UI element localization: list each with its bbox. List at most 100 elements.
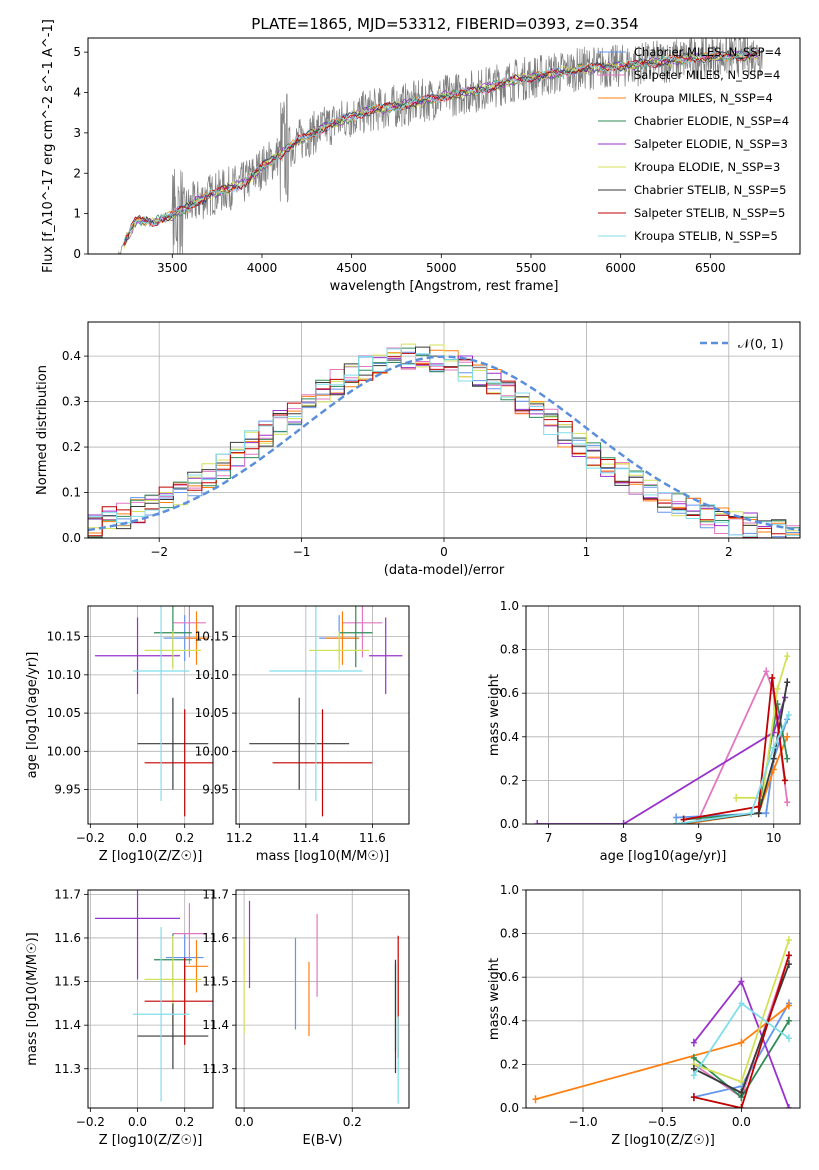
y-tick-label: 0.2: [62, 440, 81, 454]
y-tick-label: 10.00: [195, 744, 229, 758]
legend-entry: Chabrier STELIB, N_SSP=5: [634, 183, 786, 197]
y-tick-label: 11.4: [202, 1018, 229, 1032]
y-tick-label: 10.10: [195, 668, 229, 682]
weight-line-4: [683, 703, 789, 821]
x-tick-label: 5000: [426, 261, 457, 275]
legend-entry: Kroupa MILES, N_SSP=4: [634, 91, 773, 105]
y-tick-label: 11.6: [54, 931, 81, 945]
x-axis-label: age [log10(age/yr)]: [600, 849, 727, 864]
x-tick-label: 1: [583, 545, 591, 559]
y-tick-label: 11.3: [202, 1062, 229, 1076]
y-tick-label: 0.1: [62, 486, 81, 500]
histogram-8: [88, 352, 800, 538]
y-tick-label: 0.3: [62, 395, 81, 409]
weight-point: [774, 684, 781, 693]
weight-point: [738, 1077, 745, 1086]
plot-frame: [87, 889, 214, 1109]
y-tick-label: 0.0: [500, 1101, 519, 1115]
legend-entry: Kroupa ELODIE, N_SSP=3: [634, 160, 780, 174]
weight-point: [690, 1093, 697, 1102]
legend-entry: Salpeter STELIB, N_SSP=5: [634, 206, 785, 220]
weight-point: [770, 743, 777, 752]
x-tick-label: 9: [695, 831, 703, 845]
model-line-7: [123, 49, 760, 246]
x-tick-label: 7: [545, 831, 553, 845]
plot-area: [95, 606, 213, 817]
y-tick-label: 11.7: [202, 887, 229, 901]
legend-entry: Chabrier ELODIE, N_SSP=4: [634, 114, 789, 128]
weight-point: [785, 1104, 792, 1108]
y-tick-label: 0.4: [500, 730, 519, 744]
y-tick-label: 0.2: [500, 773, 519, 787]
x-tick-label: −0.5: [648, 1115, 677, 1129]
model-line-6: [123, 50, 760, 249]
weight-line-8: [683, 677, 786, 821]
plot-area: [243, 900, 399, 1104]
y-tick-label: 0.2: [500, 1057, 519, 1071]
weight-point: [738, 977, 745, 986]
weight-point: [785, 1016, 792, 1025]
mass-vs-ebv-panel: 0.0 0.2 11.3 11.4 11.5 11.6 11.7 E(B-V): [202, 887, 410, 1148]
x-tick-label: 0.0: [235, 1115, 254, 1129]
x-tick-label: 10: [766, 831, 781, 845]
y-tick-label: 11.3: [54, 1062, 81, 1076]
normal-curve: [88, 355, 800, 532]
y-tick-label: 5: [73, 45, 81, 59]
x-tick-label: 6500: [695, 261, 726, 275]
weight-point: [748, 809, 755, 818]
weight-point: [785, 1001, 792, 1010]
x-tick-label: 11.4: [293, 831, 320, 845]
x-axis-label: Z [log10(Z/Z☉)]: [99, 1133, 203, 1148]
legend-entry: Kroupa STELIB, N_SSP=5: [634, 229, 778, 243]
y-tick-label: 0.6: [500, 686, 519, 700]
x-tick-label: −1: [293, 545, 311, 559]
y-tick-label: 3: [73, 126, 81, 140]
weight-point: [785, 936, 792, 945]
plot-frame: [525, 889, 801, 1109]
y-axis-label: Flux [f_λ10^-17 erg cm^-2 s^-1 A^-1]: [41, 19, 56, 273]
x-tick-label: −1.0: [568, 1115, 597, 1129]
x-tick-label: 5500: [516, 261, 547, 275]
x-axis-label: (data-model)/error: [384, 563, 505, 578]
model-line-9: [123, 48, 760, 243]
weight-line-8: [693, 955, 790, 1108]
x-tick-label: 4500: [336, 261, 367, 275]
weight-point: [785, 1034, 792, 1043]
histogram-9: [88, 348, 800, 537]
x-tick-label: −0.2: [76, 831, 105, 845]
weight-point: [781, 776, 788, 785]
plot-frame: [235, 889, 410, 1109]
legend-entry: Salpeter ELODIE, N_SSP=3: [634, 137, 788, 151]
model-line-8: [123, 49, 760, 246]
x-tick-label: 0: [440, 545, 448, 559]
y-tick-label: 11.5: [202, 975, 229, 989]
plot-frame: [235, 605, 410, 825]
y-tick-label: 10.10: [47, 668, 81, 682]
age-vs-z-panel: −0.2 0.0 0.2 9.95 10.00 10.05 10.10 10.15 Z [log…: [25, 605, 214, 864]
x-tick-label: 8: [620, 831, 628, 845]
weight-point: [763, 667, 770, 676]
figure-title: PLATE=1865, MJD=53312, FIBERID=0393, z=0…: [251, 15, 638, 33]
plot-area: [118, 38, 763, 254]
residuals-panel: −2 −1 0 1 2 0.0 0.1 0.2 0.3 0.4 (data-model)/error…: [35, 321, 801, 578]
weight-point: [784, 678, 791, 687]
legend-entry: Chabrier MILES, N_SSP=4: [634, 45, 781, 59]
x-tick-label: 0.0: [732, 1115, 751, 1129]
plot-area: [249, 606, 403, 817]
weight-point: [769, 673, 776, 682]
y-axis-label: mass [log10(M/M☉)]: [25, 932, 40, 1065]
weight-line-9: [675, 714, 790, 824]
y-tick-label: 0.0: [500, 817, 519, 831]
weight-point: [534, 820, 541, 824]
y-tick-label: 9.95: [202, 783, 229, 797]
x-axis-label: Z [log10(Z/Z☉)]: [99, 849, 203, 864]
y-tick-label: 0.0: [62, 531, 81, 545]
y-tick-label: 10.00: [47, 744, 81, 758]
x-tick-label: 6000: [605, 261, 636, 275]
x-tick-label: 11.2: [226, 831, 253, 845]
weight-point: [738, 999, 745, 1008]
x-tick-label: 0.0: [128, 1115, 147, 1129]
y-tick-label: 4: [73, 86, 81, 100]
weight-point: [620, 820, 627, 824]
weight-point: [763, 809, 770, 818]
